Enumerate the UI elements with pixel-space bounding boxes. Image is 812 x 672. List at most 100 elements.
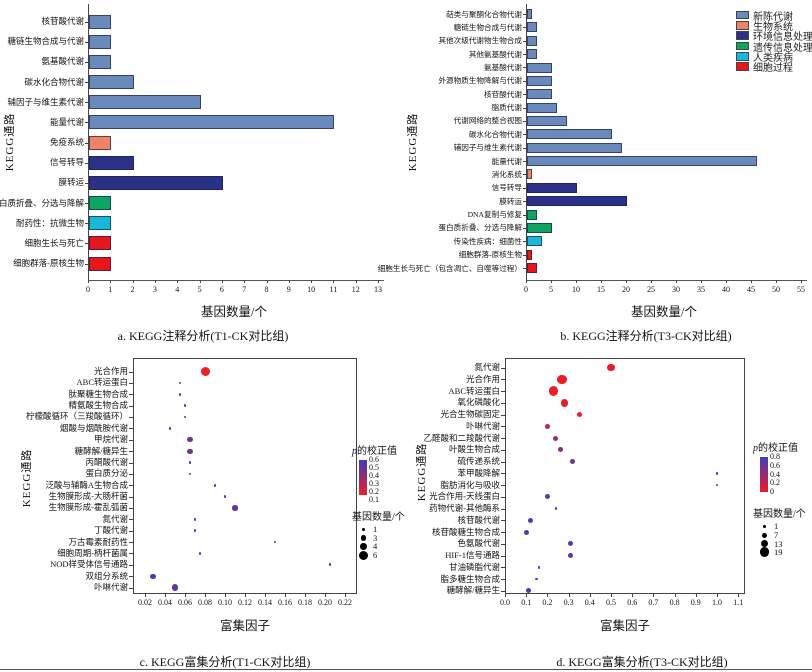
size-label: 19 (774, 547, 783, 558)
y-tick-mark (501, 391, 505, 393)
y-tick-mark (523, 174, 526, 176)
y-axis-line (526, 4, 527, 280)
plot-area-d: 0.0 0.1 0.2 0.3 0.4 0.5 0.6 0.7 0.8 0.9 1.0 1.1 氮代谢光… (406, 350, 812, 672)
bar-category-label: 传染性疾病：细菌性 (453, 236, 522, 246)
panel-b-kegg-annotation-t3ck: KEGG通路 萜类与聚酮化合物代谢 糖链生物合成与代谢 其他次级代谢物生物合成 其他氨… (378, 0, 812, 350)
x-tick-label: 7 (242, 285, 247, 294)
bar-category-label: 外源物质生物降解与代谢 (438, 76, 522, 86)
data-point (187, 448, 193, 454)
y-tick-mark (129, 542, 133, 543)
x-tick-label: 45 (747, 285, 755, 294)
x-tick-mark (551, 280, 552, 283)
colorbar-tick-label: 0.6 (369, 455, 379, 464)
scatter-category-label: 核苷酸糖生物合成 (431, 526, 500, 537)
size-dot (360, 535, 367, 541)
category-group-legend: 新陈代谢 生物系统 环境信息处理 遗传信息处理 人类疾病 细胞过程 (736, 10, 812, 74)
scatter-category-label: 卟啉代谢 (93, 582, 128, 593)
x-tick-label: 12 (351, 285, 360, 294)
scatter-category-label: 烟酸与烟酰胺代谢 (59, 422, 128, 433)
y-tick-mark (129, 473, 133, 475)
x-tick-mark (674, 594, 676, 597)
x-tick-label: 0.18 (298, 598, 312, 607)
y-tick-mark (523, 201, 526, 203)
bar (527, 22, 537, 33)
x-axis-line (88, 280, 385, 281)
scatter-category-label: 丙酮酸代谢 (85, 456, 128, 467)
x-tick-label: 35 (697, 285, 705, 294)
y-tick-mark (523, 147, 526, 149)
bar-category-label: 脂质代谢 (491, 103, 522, 113)
scatter-category-label: 肽聚糖生物合成 (68, 388, 128, 399)
x-tick-mark (221, 280, 223, 283)
bar (89, 115, 335, 130)
y-tick-mark (85, 61, 88, 63)
legend-item: 环境信息处理 (736, 31, 812, 43)
size-label: 3 (373, 532, 378, 543)
x-tick-label: 30 (672, 285, 680, 294)
colorbar-tick-label: 0.3 (369, 479, 379, 488)
x-tick-label: 0 (524, 285, 528, 294)
x-tick-label: 0.12 (238, 598, 252, 607)
bar (527, 182, 577, 193)
scatter-category-label: 丁酸代谢 (93, 525, 128, 536)
data-point (548, 386, 559, 396)
x-axis-label-enrichment-factor: 富集因子 (599, 619, 650, 633)
data-point (554, 507, 558, 510)
bar (89, 95, 201, 110)
y-tick-mark (129, 576, 133, 578)
x-axis-label-gene-count: 基因数量/个 (631, 305, 697, 319)
x-tick-mark (611, 594, 612, 597)
data-point (187, 437, 193, 443)
bar-category-label: DNA复制与修复 (467, 210, 522, 220)
data-point (544, 423, 550, 429)
p-adjusted-legend-title: p的校正值 (352, 446, 397, 457)
x-tick-mark (266, 280, 268, 283)
bar-category-label: 细胞群落-原核生物 (458, 250, 522, 260)
legend-label: 人类疾病 (753, 52, 793, 64)
size-label: 1 (373, 524, 378, 535)
p-adjusted-legend-title: p的校正值 (753, 443, 798, 454)
y-tick-mark (85, 263, 88, 265)
data-point (525, 588, 531, 594)
y-tick-mark (129, 417, 133, 418)
size-dot-cell (758, 547, 771, 558)
x-tick-label: 15 (597, 285, 605, 294)
y-axis-line (88, 4, 89, 280)
colorbar: 0.6 0.5 0.4 0.3 0.2 0.1 (359, 456, 422, 504)
y-tick-mark (523, 80, 526, 82)
y-tick-mark (129, 451, 133, 453)
y-tick-mark (129, 553, 133, 555)
colorbar-tick-label: 0.5 (369, 463, 379, 472)
data-point (200, 367, 210, 376)
x-tick-mark (288, 280, 290, 283)
x-tick-label: 4 (175, 285, 180, 294)
scatter-category-label: 脂多糖生物合成 (440, 573, 500, 584)
size-dot-cell (357, 543, 370, 550)
data-point (183, 404, 187, 407)
x-tick-mark (801, 280, 802, 283)
y-tick-mark (501, 508, 505, 510)
y-tick-mark (523, 254, 526, 256)
bar-category-label: 碳水化合物代谢 (468, 129, 522, 139)
x-axis-label-enrichment-factor: 富集因子 (219, 619, 270, 633)
y-tick-mark (523, 187, 526, 189)
x-tick-label: 0.0 (500, 598, 510, 607)
bar-category-label: 代谢网络的整合视图 (453, 116, 522, 126)
x-axis-label-gene-count: 基因数量/个 (201, 305, 267, 319)
data-point (607, 364, 615, 372)
y-tick-mark (501, 414, 505, 416)
size-label: 1 (774, 521, 779, 532)
x-tick-mark (526, 594, 528, 597)
size-legend-item: 19 (758, 547, 812, 558)
x-tick-mark (245, 594, 246, 597)
data-point (715, 472, 719, 475)
y-tick-mark (501, 485, 505, 487)
x-tick-label: 40 (722, 285, 730, 294)
x-tick-label: 6 (219, 285, 224, 294)
data-point (568, 553, 574, 559)
plot-box (505, 358, 745, 594)
y-tick-mark (85, 142, 88, 144)
y-tick-mark (129, 371, 133, 373)
data-point (568, 541, 574, 547)
